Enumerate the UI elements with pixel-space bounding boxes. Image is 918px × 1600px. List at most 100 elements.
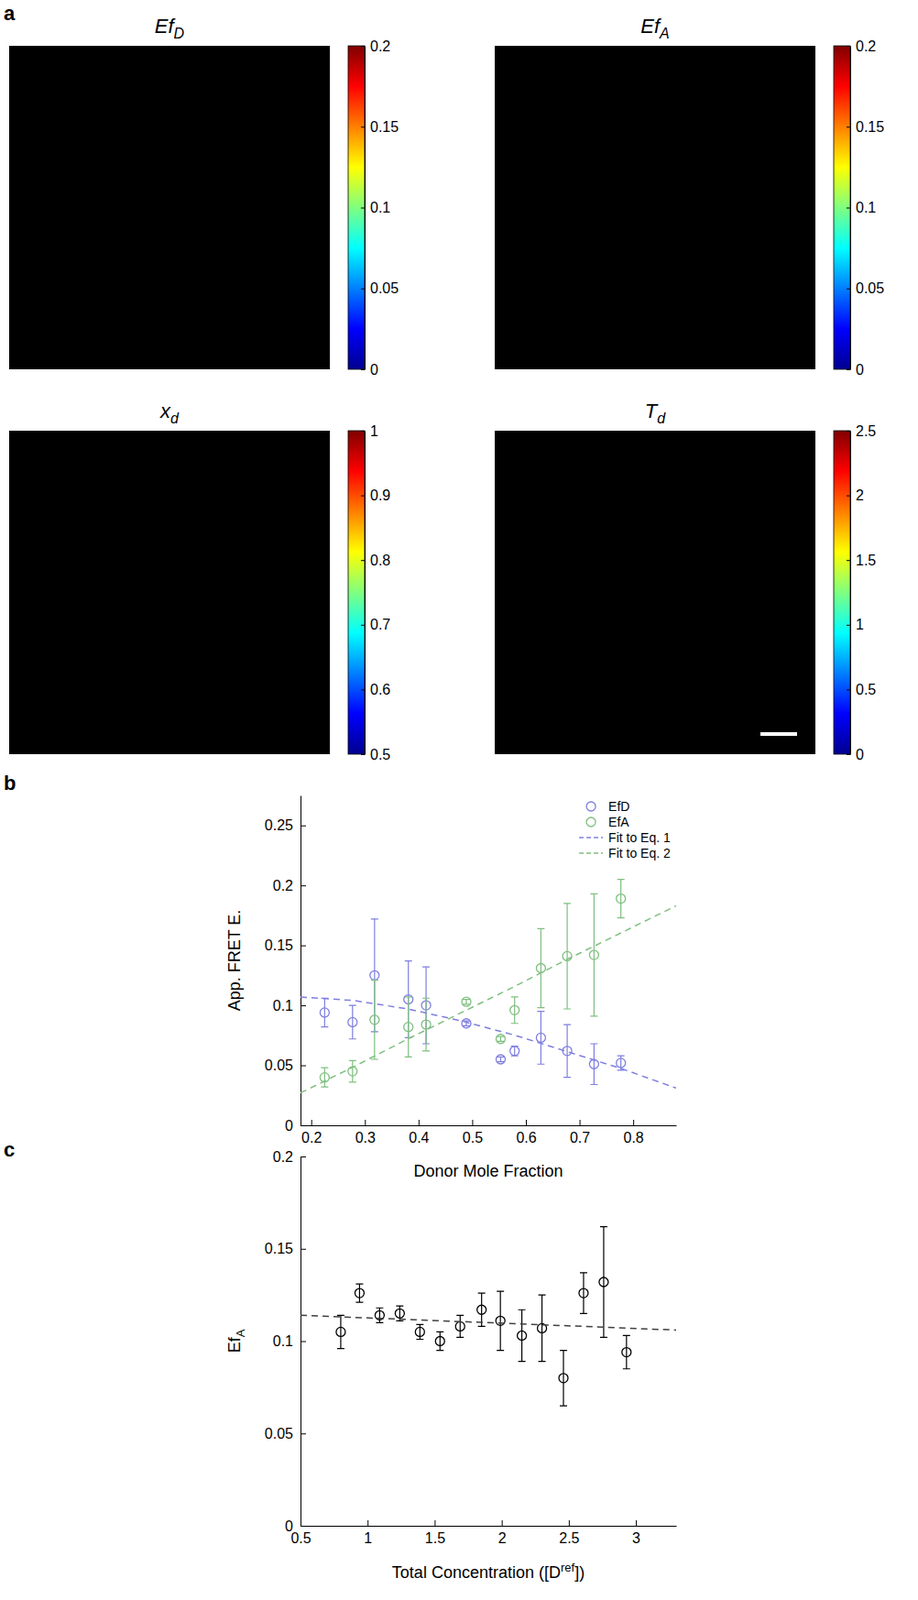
tick-label: 0.7 [370, 616, 391, 633]
tick-label: 2.5 [855, 423, 876, 439]
point [616, 1058, 626, 1068]
tick: 0.6 [360, 681, 391, 698]
error-bar [511, 996, 519, 1024]
tick-label: 0 [284, 1117, 294, 1134]
point [535, 963, 546, 973]
tick: 0 [360, 361, 379, 378]
image-title: EfA [640, 14, 669, 42]
error-bar [320, 1067, 328, 1087]
title-subscript: d [656, 410, 667, 427]
colorbar-axis: 00.050.10.150.2 [846, 38, 885, 378]
point [348, 1066, 358, 1076]
tick-mark [300, 1005, 306, 1006]
tick-mark [300, 825, 306, 827]
point [370, 1015, 380, 1025]
y-axis: 00.050.10.150.20.25 [264, 796, 306, 1134]
image-panel: Td00.511.522.5 [494, 399, 876, 763]
tick-mark [364, 1119, 366, 1126]
point [510, 1046, 520, 1056]
tick-mark [360, 495, 365, 497]
point [455, 1321, 465, 1331]
panel-label: a [3, 1, 16, 25]
tick: 0.8 [360, 552, 391, 569]
tick-label: 0.9 [370, 487, 391, 503]
figure: EfD00.050.10.150.2aEfA00.050.10.150.2xd0… [0, 0, 918, 1600]
tick: 0.05 [360, 280, 399, 296]
tick-mark [471, 1119, 473, 1126]
tick-mark [360, 126, 365, 128]
tick-label: 2.5 [558, 1530, 580, 1546]
tick: 1 [363, 1519, 372, 1546]
error-bar [617, 879, 625, 918]
point [319, 1007, 329, 1017]
error-bar [320, 997, 328, 1027]
colorbar-axis-line [850, 46, 852, 371]
point [495, 1034, 505, 1044]
tick-label: 0.25 [264, 817, 294, 833]
image [9, 430, 330, 755]
colorbar-axis: 00.050.10.150.2 [360, 38, 399, 378]
image-title: Td [644, 399, 667, 427]
legend-label: Fit to Eq. 2 [608, 845, 671, 861]
tick: 2 [846, 487, 864, 503]
tick-label: 0.15 [264, 1240, 294, 1257]
tick: 0.2 [360, 38, 391, 55]
title-subscript: D [174, 25, 186, 42]
colorbar [348, 430, 365, 755]
x-axis: 0.20.30.40.50.60.70.8 [301, 1119, 678, 1146]
tick: 0.1 [846, 199, 876, 216]
point [348, 1016, 358, 1027]
x-title-main: Total Concentration ([D [392, 1562, 561, 1582]
error-bar [536, 1011, 545, 1065]
point [579, 1288, 589, 1298]
x-title-main: Donor Mole Fraction [413, 1161, 563, 1181]
error-bar [511, 1046, 519, 1056]
legend-symbol [586, 801, 596, 811]
tick-mark [300, 1125, 306, 1126]
y-title-main: App. FRET E. [225, 909, 244, 1012]
point [354, 1288, 364, 1298]
colorbar-axis: 0.50.60.70.80.91 [360, 423, 391, 763]
tick: 2.5 [846, 423, 876, 439]
image [494, 45, 816, 370]
tick-label: 0.2 [855, 38, 876, 55]
error-bar [456, 1314, 464, 1337]
tick-label: 0.1 [273, 1333, 294, 1349]
tick-mark [360, 430, 365, 432]
image-panel: xd0.50.60.70.80.91 [9, 399, 391, 763]
tick: 1.5 [425, 1519, 446, 1546]
error-bar [563, 903, 571, 1009]
tick-mark [360, 559, 365, 561]
title-subscript: A [658, 25, 670, 42]
error-bar [600, 1226, 608, 1338]
tick-mark [300, 1156, 306, 1158]
tick: 0.6 [515, 1119, 536, 1146]
colorbar-axis: 00.511.522.5 [846, 423, 876, 763]
tick-label: 0.15 [855, 119, 885, 135]
tick-mark [300, 1341, 306, 1343]
tick-mark [846, 688, 851, 690]
tick-mark [846, 495, 851, 497]
tick: 0 [846, 746, 864, 763]
tick-label: 0.5 [290, 1530, 311, 1546]
x-title-superscript: ref [560, 1560, 576, 1574]
x-axis-title: Total Concentration ([Dref]) [392, 1560, 585, 1582]
point [461, 996, 471, 1006]
legend-label: EfA [608, 814, 630, 830]
error-bar [371, 980, 379, 1060]
tick-mark [846, 559, 851, 561]
error-bar [355, 1283, 363, 1302]
tick: 2.5 [558, 1519, 580, 1546]
tick-label: 1 [370, 423, 379, 439]
tick-mark [360, 207, 365, 209]
error-bar [422, 997, 430, 1051]
tick: 0.15 [846, 119, 885, 135]
tick: 0.2 [301, 1119, 322, 1146]
tick-label: 0.05 [855, 280, 885, 296]
tick: 0.15 [360, 119, 399, 135]
tick-mark [300, 1065, 306, 1067]
point [589, 950, 599, 960]
tick: 0.15 [264, 937, 306, 953]
colorbar-axis-line [364, 431, 366, 755]
tick-label: 0.15 [370, 119, 399, 135]
